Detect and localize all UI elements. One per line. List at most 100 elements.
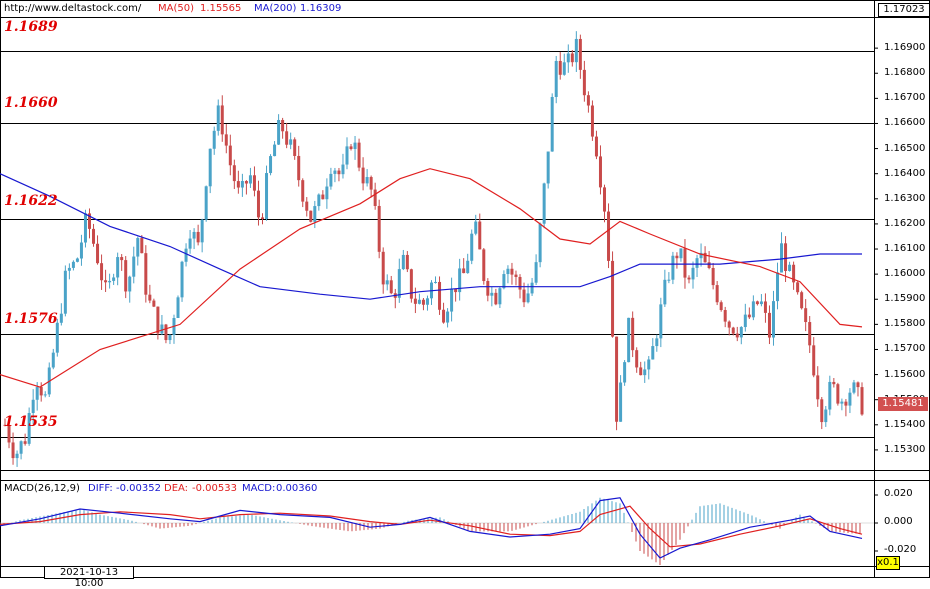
candle-body: [828, 381, 832, 410]
candle-body: [83, 213, 87, 243]
candle-body: [132, 256, 136, 277]
candle-body: [261, 217, 265, 220]
candle-body: [767, 312, 771, 338]
candle-body: [112, 277, 116, 281]
candle-body: [248, 175, 252, 184]
candle-body: [771, 301, 775, 338]
candle-body: [349, 146, 353, 149]
candle-body: [397, 269, 401, 298]
candle-body: [679, 248, 683, 259]
price-tick-label: 1.16300: [884, 192, 926, 204]
macd-diff-line: [0, 497, 863, 559]
candle-body: [7, 425, 11, 443]
macd-tick-bottom: -0.020: [884, 544, 917, 555]
macd-diff-value: -0.00352: [116, 483, 161, 494]
candle-body: [434, 281, 438, 283]
candle-body: [208, 148, 212, 187]
candle-body: [542, 183, 546, 224]
ma50-value: 1.15565: [200, 3, 242, 14]
candle-body: [627, 317, 631, 363]
price-tick-label: 1.15400: [884, 418, 926, 430]
price-tick-label: 1.16500: [884, 142, 926, 154]
candle-body: [619, 382, 623, 422]
candle-body: [75, 258, 79, 262]
candle-body: [651, 346, 655, 360]
candle-body: [860, 387, 864, 415]
candle-body: [755, 301, 759, 305]
candle-body: [784, 243, 788, 271]
candle-body: [425, 298, 429, 305]
candle-body: [35, 387, 39, 400]
candle-body: [796, 282, 800, 293]
candle-body: [727, 321, 731, 328]
candle-body: [67, 267, 71, 271]
candle-body: [337, 170, 341, 175]
candle-body: [450, 288, 454, 312]
candle-body: [413, 298, 417, 304]
candle-body: [128, 276, 132, 292]
price-tick-label: 1.16700: [884, 92, 926, 104]
candle-body: [120, 257, 124, 261]
candle-body: [643, 369, 647, 376]
candle-body: [454, 288, 458, 293]
candle-body: [389, 280, 393, 294]
candle-body: [490, 292, 494, 296]
candle-body: [160, 324, 164, 334]
candle-body: [824, 409, 828, 423]
macd-tick-zero: 0.000: [884, 516, 913, 527]
candle-body: [554, 60, 558, 97]
candle-body: [71, 261, 75, 268]
candle-body: [232, 165, 236, 182]
candle-body: [466, 260, 470, 274]
candle-body: [192, 231, 196, 239]
price-tick-label: 1.16400: [884, 167, 926, 179]
price-tick-label: 1.15300: [884, 443, 926, 455]
macd-tick-top: 0.020: [884, 488, 913, 499]
candle-body: [611, 260, 615, 337]
support-resistance-lines: [0, 51, 874, 438]
candle-body: [269, 156, 273, 174]
candle-body: [108, 280, 112, 283]
candle-body: [373, 189, 377, 206]
current-price-box: 1.15481: [878, 397, 928, 411]
candle-body: [87, 213, 91, 229]
zoom-indicator[interactable]: x0.1: [876, 556, 900, 570]
candle-body: [852, 382, 856, 393]
candle-body: [562, 62, 566, 75]
candle-body: [747, 314, 751, 318]
candle-body: [164, 324, 168, 341]
price-tick-label: 1.16100: [884, 243, 926, 255]
candle-body: [808, 322, 812, 346]
candle-body: [582, 69, 586, 96]
candle-body: [510, 268, 514, 275]
candle-body: [566, 53, 570, 63]
candle-body: [558, 60, 562, 75]
macd-diff-label: DIFF:: [88, 483, 113, 494]
candle-body: [586, 95, 590, 106]
candle-body: [687, 277, 691, 280]
candle-body: [3, 424, 7, 426]
candle-body: [820, 399, 824, 423]
candle-body: [578, 38, 582, 70]
candle-body: [719, 302, 723, 311]
ma200-value: 1.16309: [300, 3, 342, 14]
candle-body: [244, 181, 248, 184]
level-label-1: 1.1689: [4, 19, 58, 35]
candle-body: [594, 136, 598, 157]
candle-body: [188, 238, 192, 249]
source-url[interactable]: http://www.deltastock.com/: [4, 3, 142, 14]
candle-body: [55, 322, 59, 353]
candle-body: [458, 268, 462, 293]
ma50-label: MA(50): [158, 3, 194, 14]
candle-body: [168, 334, 172, 341]
candle-body: [639, 367, 643, 376]
candle-body: [409, 269, 413, 299]
candle-body: [39, 387, 43, 396]
candle-body: [675, 255, 679, 259]
candle-body: [100, 263, 104, 281]
candle-body: [273, 144, 277, 157]
candle-body: [739, 327, 743, 338]
candle-body: [763, 301, 767, 313]
candle-body: [840, 401, 844, 404]
candlesticks: [3, 31, 864, 467]
